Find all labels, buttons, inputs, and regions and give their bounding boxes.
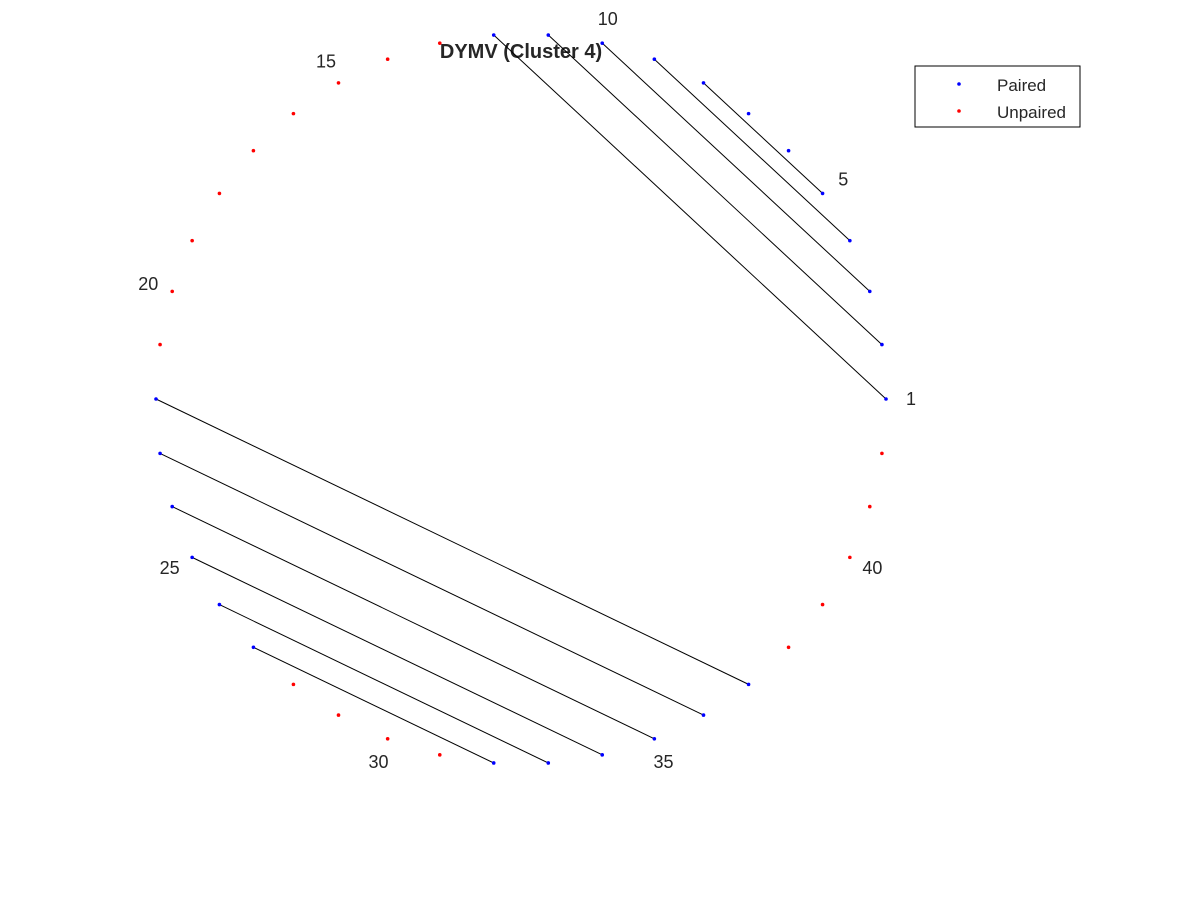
- pair-link: [191, 556, 603, 756]
- paired-point: [867, 289, 872, 294]
- legend: Paired Unpaired: [914, 65, 1081, 128]
- paired-point: [546, 33, 551, 37]
- unpaired-point: [437, 41, 442, 45]
- unpaired-point: [158, 342, 162, 347]
- legend-label-paired: Paired: [997, 76, 1046, 95]
- paired-point: [154, 397, 158, 401]
- paired-point: [820, 191, 825, 196]
- position-label: 25: [160, 558, 180, 578]
- legend-box: [914, 65, 1081, 128]
- unpaired-point: [437, 753, 442, 757]
- unpaired-point: [385, 736, 390, 741]
- position-label: 30: [369, 752, 389, 772]
- unpaired-point: [880, 451, 884, 456]
- legend-marker-paired: [957, 82, 961, 86]
- paired-point: [746, 111, 751, 116]
- position-label: 35: [653, 752, 673, 772]
- pair-link: [493, 34, 887, 400]
- unpaired-point: [190, 238, 194, 243]
- unpaired-point: [848, 555, 852, 560]
- unpaired-point: [291, 111, 296, 116]
- pair-link: [654, 58, 851, 241]
- unpaired-point: [251, 148, 256, 153]
- unpaired-point: [336, 713, 341, 717]
- pair-link: [547, 34, 883, 345]
- unpaired-point: [217, 191, 222, 196]
- paired-point: [848, 238, 852, 243]
- paired-point: [190, 555, 194, 560]
- paired-point: [600, 753, 605, 757]
- paired-point: [880, 342, 884, 347]
- unpaired-point: [385, 57, 390, 62]
- paired-point: [701, 81, 706, 85]
- position-label: 15: [316, 51, 336, 71]
- position-label: 40: [862, 558, 882, 578]
- position-label: 1: [906, 389, 916, 409]
- paired-point: [491, 33, 496, 37]
- position-points: [154, 33, 888, 765]
- legend-label-unpaired: Unpaired: [997, 103, 1066, 122]
- position-label: 20: [138, 274, 158, 294]
- paired-point: [701, 713, 706, 717]
- unpaired-point: [336, 81, 341, 85]
- pair-link: [219, 604, 549, 764]
- paired-point: [652, 57, 657, 62]
- paired-point: [170, 504, 175, 509]
- paired-point: [746, 682, 751, 687]
- pair-link: [159, 452, 704, 716]
- paired-point: [251, 645, 256, 650]
- paired-point: [546, 761, 551, 765]
- paired-point: [491, 761, 496, 765]
- paired-point: [217, 602, 222, 607]
- paired-point: [884, 397, 888, 401]
- paired-point: [600, 41, 605, 45]
- legend-marker-unpaired: [957, 109, 961, 113]
- position-label: 10: [598, 9, 618, 29]
- pair-link: [171, 506, 655, 740]
- pair-link: [601, 42, 871, 292]
- paired-point: [786, 148, 791, 153]
- paired-point: [652, 736, 657, 741]
- paired-point: [158, 451, 162, 456]
- pair-link: [155, 398, 749, 685]
- unpaired-point: [820, 602, 825, 607]
- unpaired-point: [867, 504, 872, 509]
- pair-link: [703, 82, 823, 194]
- pair-link: [253, 646, 494, 764]
- unpaired-point: [786, 645, 791, 650]
- unpaired-point: [170, 289, 175, 294]
- position-label: 5: [838, 169, 848, 189]
- diagram-title: DYMV (Cluster 4): [440, 41, 602, 63]
- pair-links: [155, 34, 887, 764]
- unpaired-point: [291, 682, 296, 687]
